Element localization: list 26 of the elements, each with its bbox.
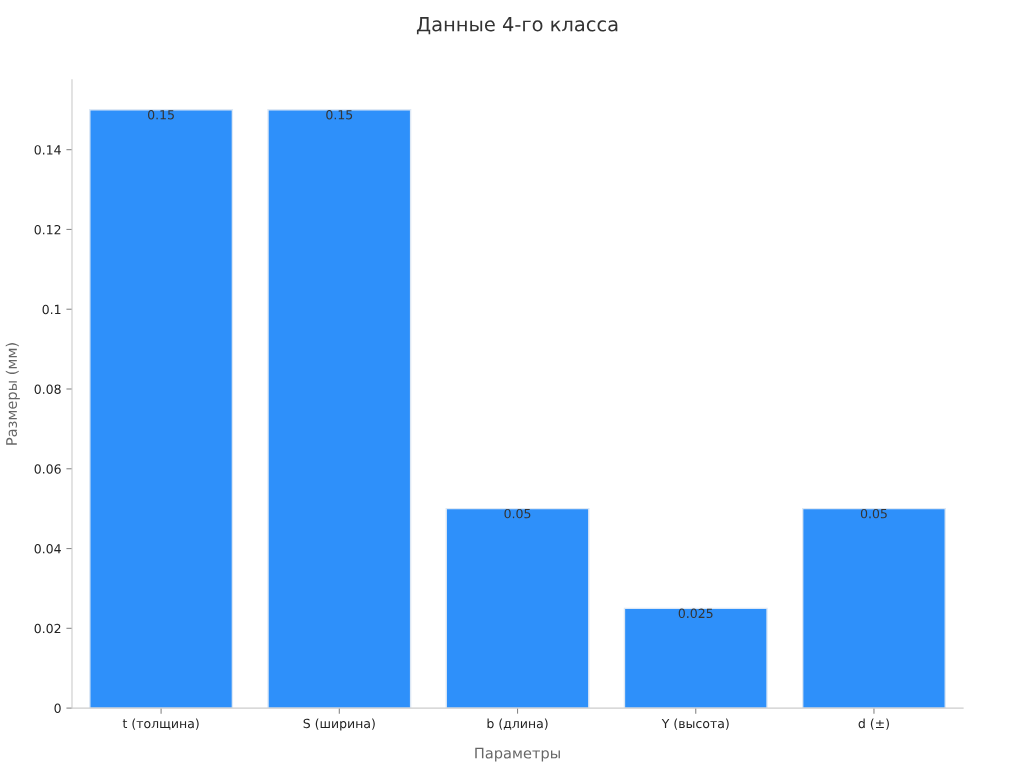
y-tick-label: 0.12 <box>34 224 61 235</box>
y-tick-label: 0.14 <box>34 145 61 155</box>
y-tick-label: 0.06 <box>34 464 61 474</box>
data-label: 0.05 <box>504 508 531 519</box>
data-label: 0.025 <box>678 608 713 619</box>
x-tick-label: b (длина) <box>487 718 548 730</box>
x-tick-label: d (±) <box>858 718 889 730</box>
y-tick-label: 0 <box>54 703 61 714</box>
bar <box>445 507 590 709</box>
data-label: 0.05 <box>860 508 887 519</box>
y-tick-label: 0.02 <box>34 623 61 634</box>
x-tick-label: Y (высота) <box>661 718 729 730</box>
y-tick-label: 0.04 <box>34 544 61 554</box>
data-label: 0.15 <box>148 110 174 120</box>
y-tick-label: 0.08 <box>34 384 61 394</box>
x-tick-label: t (толщина) <box>122 718 199 730</box>
x-tick-label: S (ширина) <box>303 718 375 731</box>
bar <box>267 109 412 709</box>
data-label: 0.15 <box>326 110 353 120</box>
y-axis-title: Размеры (мм) <box>5 343 20 445</box>
x-axis-title: Параметры <box>475 747 560 762</box>
y-tick-label: 0.1 <box>42 304 61 315</box>
bar <box>89 109 234 709</box>
chart-title: Данные 4-го класса <box>416 17 618 35</box>
bar <box>801 507 946 709</box>
bar <box>623 607 768 709</box>
